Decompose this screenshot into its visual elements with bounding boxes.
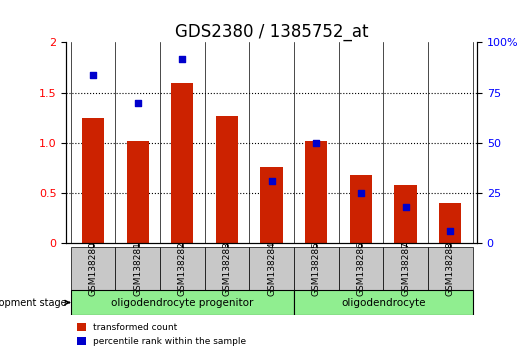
FancyBboxPatch shape: [70, 247, 116, 290]
Point: [134, 100, 142, 105]
FancyBboxPatch shape: [205, 247, 249, 290]
FancyBboxPatch shape: [70, 290, 294, 315]
Bar: [82, 118, 104, 243]
Text: GSM138288: GSM138288: [446, 241, 455, 296]
Legend: transformed count, percentile rank within the sample: transformed count, percentile rank withi…: [74, 320, 250, 349]
Text: GSM138282: GSM138282: [178, 241, 187, 296]
Point: [178, 56, 187, 61]
Bar: [305, 141, 328, 243]
Text: GSM138283: GSM138283: [223, 241, 232, 296]
Bar: [350, 175, 372, 243]
Point: [446, 228, 454, 234]
Point: [89, 72, 98, 78]
FancyBboxPatch shape: [294, 290, 473, 315]
Text: GSM138287: GSM138287: [401, 241, 410, 296]
FancyBboxPatch shape: [339, 247, 383, 290]
Point: [267, 178, 276, 184]
FancyBboxPatch shape: [428, 247, 473, 290]
FancyBboxPatch shape: [160, 247, 205, 290]
Text: GSM138285: GSM138285: [312, 241, 321, 296]
FancyBboxPatch shape: [383, 247, 428, 290]
FancyBboxPatch shape: [116, 247, 160, 290]
Title: GDS2380 / 1385752_at: GDS2380 / 1385752_at: [175, 23, 368, 41]
Text: oligodendrocyte: oligodendrocyte: [341, 297, 426, 308]
Bar: [216, 116, 238, 243]
FancyBboxPatch shape: [249, 247, 294, 290]
Point: [312, 140, 321, 146]
Point: [401, 204, 410, 210]
Text: GSM138286: GSM138286: [356, 241, 365, 296]
Text: GSM138284: GSM138284: [267, 241, 276, 296]
FancyBboxPatch shape: [294, 247, 339, 290]
Bar: [439, 203, 462, 243]
Bar: [394, 185, 417, 243]
Bar: [260, 167, 283, 243]
Text: GSM138281: GSM138281: [133, 241, 142, 296]
Bar: [127, 141, 149, 243]
Text: development stage: development stage: [0, 297, 69, 308]
Text: oligodendrocyte progenitor: oligodendrocyte progenitor: [111, 297, 253, 308]
Point: [357, 190, 365, 196]
Text: GSM138280: GSM138280: [89, 241, 98, 296]
Bar: [171, 82, 193, 243]
